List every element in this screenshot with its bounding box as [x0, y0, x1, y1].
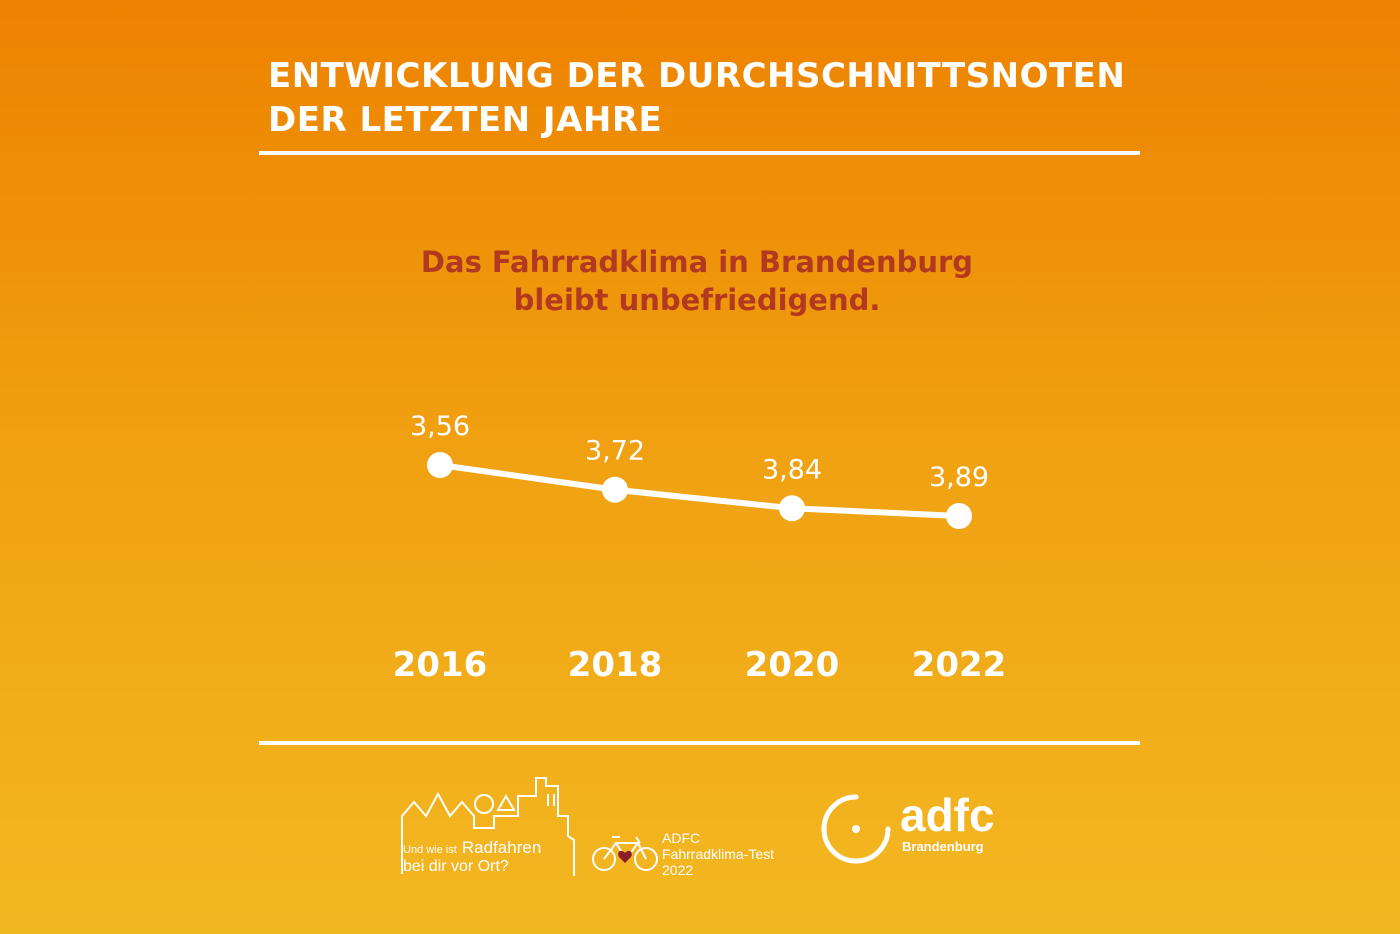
campaign-small-text: Und wie ist [403, 844, 457, 856]
logo-subtext: Brandenburg [902, 839, 984, 854]
title-line-2: DER LETZTEN JAHRE [268, 100, 663, 140]
data-label: 3,84 [762, 454, 822, 485]
data-label: 3,56 [410, 411, 470, 442]
chart-subtitle: Das Fahrradklima in Brandenburg bleibt u… [300, 243, 1094, 319]
series-line [439, 462, 960, 519]
wheel-icon [821, 794, 891, 864]
page-title: ENTWICKLUNG DER DURCHSCHNITTSNOTEN DER L… [268, 54, 1148, 142]
campaign-line-2: bei dir vor Ort? [403, 858, 509, 875]
data-point [779, 495, 805, 522]
logo-text: adfc [900, 789, 995, 841]
data-point [946, 503, 972, 529]
title-line-1: ENTWICKLUNG DER DURCHSCHNITTSNOTEN [268, 56, 1126, 96]
data-point [427, 452, 453, 478]
test-line-2: Fahrradklima-Test [662, 846, 775, 862]
data-label: 3,89 [929, 462, 989, 493]
bottom-divider [259, 741, 1140, 745]
heart-icon [618, 850, 632, 863]
x-tick-label: 2018 [568, 645, 663, 685]
top-divider [259, 151, 1140, 155]
x-tick-label: 2020 [745, 645, 840, 685]
x-tick-label: 2016 [393, 645, 488, 685]
bicycle-heart-icon [592, 836, 658, 871]
test-line-3: 2022 [662, 862, 694, 878]
data-label: 3,72 [585, 436, 645, 467]
subtitle-line-2: bleibt unbefriedigend. [513, 283, 881, 317]
town-skyline-icon [401, 777, 575, 876]
campaign-big-text: Radfahren [461, 838, 542, 857]
test-line-1: ADFC [662, 830, 701, 846]
x-tick-label: 2022 [912, 645, 1007, 685]
data-point [602, 476, 628, 503]
subtitle-line-1: Das Fahrradklima in Brandenburg [420, 245, 974, 279]
